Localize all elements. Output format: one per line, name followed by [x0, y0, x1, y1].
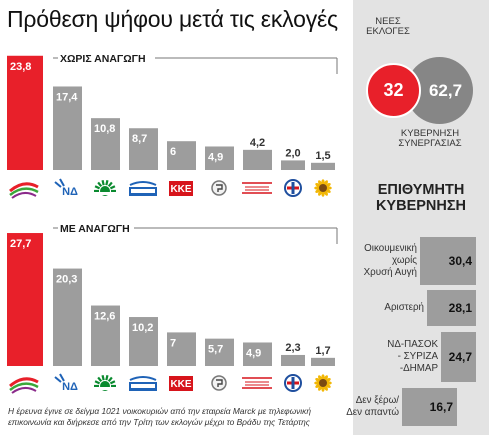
value-label-pasok: 10,8 — [94, 123, 115, 135]
preferred-value-box: 16,7 — [402, 388, 457, 426]
bar-nd — [53, 86, 82, 170]
value-label-kke: 6 — [170, 146, 176, 158]
svg-text:ΝΔ: ΝΔ — [62, 381, 78, 393]
chart-title: ΧΩΡΙΣ ΑΝΑΓΩΓΗ — [60, 53, 146, 65]
preferred-label: ΝΔ-ΠΑΣΟΚ - ΣΥΡΙΖΑ -ΔΗΜΑΡ — [387, 339, 438, 374]
page-title: Πρόθεση ψήφου μετά τις εκλογές — [7, 6, 338, 32]
value-label-kke: 7 — [170, 337, 176, 349]
value-label-dimar: 4,9 — [246, 347, 261, 359]
bar-anel — [129, 128, 158, 170]
bar-pasok — [91, 118, 120, 170]
value-label-laos: 2,0 — [285, 147, 300, 159]
laos-logo-icon — [284, 179, 302, 197]
syriza-logo-icon — [9, 182, 39, 199]
bar-kke — [167, 332, 196, 366]
survey-note: Η έρευνα έγινε σε δείγμα 1021 νοικοκυριώ… — [8, 406, 311, 427]
svg-text:ΝΔ: ΝΔ — [62, 186, 78, 198]
bar-nd — [53, 268, 82, 366]
bar-prasinoi — [311, 357, 335, 366]
value-label-anel: 10,2 — [132, 322, 153, 334]
bar-xa — [205, 146, 234, 170]
value-label-nd: 20,3 — [56, 274, 77, 286]
value-label-anel: 8,7 — [132, 133, 147, 145]
value-label-laos: 2,3 — [285, 342, 300, 354]
syriza-logo-icon — [9, 377, 39, 394]
value-label-prasinoi: 1,5 — [315, 150, 330, 162]
preferred-value-box: 28,1 — [427, 290, 476, 326]
bar-pasok — [91, 305, 120, 366]
pasok-logo-icon — [93, 375, 117, 391]
value-label-dimar: 4,2 — [250, 137, 265, 149]
chart-title: ΜΕ ΑΝΑΓΩΓΗ — [60, 223, 130, 235]
new-elections-label: ΝΕΕΣ ΕΚΛΟΓΕΣ — [366, 16, 410, 37]
chart-with-reduction: ΜΕ ΑΝΑΓΩΓΗ 27,7 20,3 ΝΔ 12,6 10,2 7 ΚΚΕ 5,7 4,9 2,… — [7, 223, 338, 394]
laos-logo-icon — [284, 374, 302, 392]
bar-syriza — [7, 233, 43, 366]
nd-logo-icon: ΝΔ — [54, 178, 78, 198]
bar-laos — [281, 354, 305, 366]
value-label-nd: 17,4 — [56, 91, 78, 103]
value-label-pasok: 12,6 — [94, 311, 115, 323]
bar-laos — [281, 160, 305, 170]
bar-anel — [129, 317, 158, 366]
prasinoi-logo-icon — [314, 179, 332, 197]
bar-charts: ΧΩΡΙΣ ΑΝΑΓΩΓΗ 23,8 17,4 ΝΔ 10,8 8,7 6 ΚΚΕ 4,9 4,2… — [7, 53, 338, 394]
xa-logo-icon — [211, 375, 227, 391]
preferred-government-heading: ΕΠΙΘΥΜΗΤΗ ΚΥΒΕΡΝΗΣΗ — [375, 182, 467, 214]
anel-logo-icon — [129, 376, 157, 391]
preferred-label: Δεν ξέρω/Δεν απαντώ — [346, 395, 399, 418]
pasok-logo-icon — [93, 180, 117, 196]
dimar-logo-icon — [242, 377, 272, 389]
dimar-logo-icon — [242, 182, 272, 194]
preferred-label: Οικουμενική χωρίς Χρυσή Αυγή — [363, 243, 417, 278]
nd-logo-icon: ΝΔ — [54, 373, 78, 393]
xa-logo-icon — [211, 180, 227, 196]
prasinoi-logo-icon — [314, 374, 332, 392]
kke-logo-icon: ΚΚΕ — [169, 376, 193, 391]
value-label-syriza: 23,8 — [10, 61, 31, 73]
value-label-syriza: 27,7 — [10, 238, 31, 250]
svg-text:ΚΚΕ: ΚΚΕ — [170, 379, 191, 390]
new-elections-circle: 32 — [366, 63, 421, 118]
value-label-xa: 4,9 — [208, 151, 223, 163]
value-label-prasinoi: 1,7 — [315, 345, 330, 357]
chart-without-reduction: ΧΩΡΙΣ ΑΝΑΓΩΓΗ 23,8 17,4 ΝΔ 10,8 8,7 6 ΚΚΕ 4,9 4,2… — [7, 53, 338, 199]
bar-syriza — [7, 55, 43, 171]
bar-dimar — [243, 342, 272, 366]
anel-logo-icon — [129, 181, 157, 196]
preferred-label: Αριστερή — [384, 302, 424, 313]
bar-prasinoi — [311, 162, 335, 170]
bar-dimar — [243, 149, 272, 170]
bar-xa — [205, 338, 234, 366]
kke-logo-icon: ΚΚΕ — [169, 181, 193, 196]
preferred-value-box: 30,4 — [420, 237, 476, 285]
bar-kke — [167, 141, 196, 170]
preferred-value-box: 24,7 — [441, 332, 476, 382]
value-label-xa: 5,7 — [208, 344, 223, 356]
coalition-government-label: ΚΥΒΕΡΝΗΣΗ ΣΥΝΕΡΓΑΣΙΑΣ — [398, 128, 462, 149]
svg-text:ΚΚΕ: ΚΚΕ — [170, 184, 191, 195]
